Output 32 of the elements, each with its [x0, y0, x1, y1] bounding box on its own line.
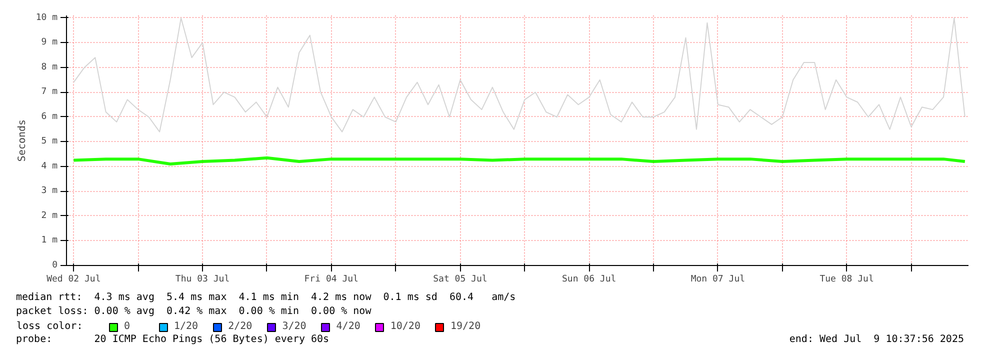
legend-label: 0: [124, 321, 132, 332]
x-tick-label: Tue 08 Jul: [820, 274, 874, 284]
line-series: [73, 17, 966, 132]
y-tick-label: 9 m: [41, 38, 58, 48]
y-tick-label: 4 m: [41, 161, 58, 172]
legend-label: 2/20: [228, 321, 252, 332]
x-tick-label: Wed 02 Jul: [46, 274, 101, 284]
y-tick-label: 1 m: [41, 236, 58, 246]
y-tick-label: 0: [52, 260, 58, 270]
legend-label: 1/20: [174, 321, 198, 332]
legend-label: 4/20: [336, 321, 360, 332]
y-axis-title: Seconds: [16, 119, 28, 162]
text: end: Wed Jul 9 10:37:56 2025: [789, 333, 964, 347]
y-tick-label: 7 m: [41, 87, 58, 98]
x-tick-label: Fri 04 Jul: [304, 274, 358, 284]
text: packet loss: 0.00 % avg 0.42 % max 0.00 % min 0.00 % now: [15, 306, 372, 317]
text: median rtt: 4.3 ms avg 5.4 ms max 4.1 ms min 4.2 ms now 0.1 ms sd 60.4 am/s: [15, 292, 516, 303]
text: probe: 20 ICMP Echo Pings (56 Bytes) every 60s: [16, 333, 330, 347]
x-tick-label: Sat 05 Jul: [433, 274, 488, 284]
x-tick-label: Sun 06 Jul: [562, 274, 616, 284]
x-tick-label: Thu 03 Jul: [175, 274, 230, 284]
x-tick-label: Mon 07 Jul: [690, 274, 746, 284]
legend-label: 10/20: [390, 321, 420, 332]
y-tick-label: 6 m: [41, 112, 58, 122]
legend-title: loss color:: [16, 321, 83, 332]
legend-label: 19/20: [450, 321, 481, 332]
y-tick-label: 10 m: [36, 12, 58, 23]
y-tick-label: 8 m: [41, 62, 58, 72]
y-tick-label: 5 m: [41, 136, 58, 147]
legend-label: 3/20: [282, 321, 306, 332]
y-tick-label: 2 m: [41, 210, 58, 221]
y-tick-label: 3 m: [41, 186, 58, 196]
